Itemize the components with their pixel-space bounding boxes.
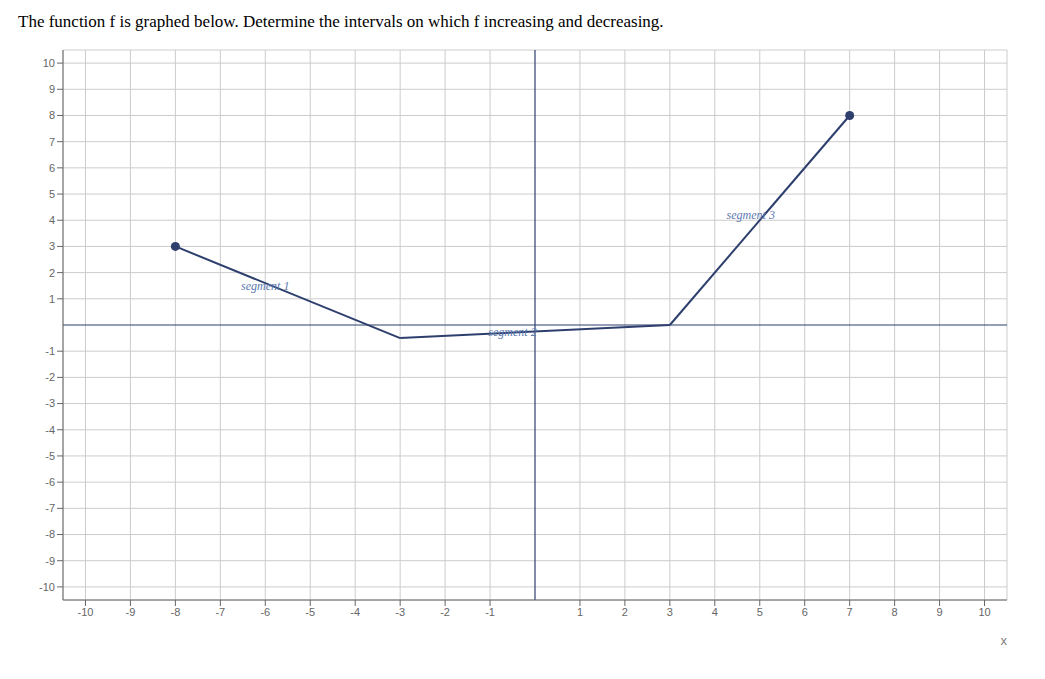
svg-text:1: 1 bbox=[577, 606, 583, 618]
svg-text:-1: -1 bbox=[45, 345, 55, 357]
svg-text:10: 10 bbox=[43, 57, 55, 69]
svg-text:2: 2 bbox=[49, 267, 55, 279]
svg-text:8: 8 bbox=[49, 109, 55, 121]
svg-text:-1: -1 bbox=[485, 606, 495, 618]
svg-text:-9: -9 bbox=[45, 555, 55, 567]
svg-text:-7: -7 bbox=[45, 502, 55, 514]
svg-text:segment 3: segment 3 bbox=[727, 208, 775, 222]
svg-text:3: 3 bbox=[49, 240, 55, 252]
svg-text:-2: -2 bbox=[440, 606, 450, 618]
svg-text:-6: -6 bbox=[260, 606, 270, 618]
svg-text:5: 5 bbox=[757, 606, 763, 618]
svg-text:-4: -4 bbox=[45, 424, 55, 436]
svg-text:-5: -5 bbox=[305, 606, 315, 618]
svg-text:10: 10 bbox=[978, 606, 990, 618]
svg-text:1: 1 bbox=[49, 293, 55, 305]
svg-text:6: 6 bbox=[802, 606, 808, 618]
svg-text:segment 1: segment 1 bbox=[241, 279, 289, 293]
svg-text:x: x bbox=[1001, 633, 1008, 648]
svg-text:-9: -9 bbox=[126, 606, 136, 618]
svg-text:7: 7 bbox=[847, 606, 853, 618]
svg-text:segment 2: segment 2 bbox=[488, 325, 536, 339]
svg-text:3: 3 bbox=[667, 606, 673, 618]
svg-text:9: 9 bbox=[937, 606, 943, 618]
svg-text:-8: -8 bbox=[170, 606, 180, 618]
svg-text:7: 7 bbox=[49, 136, 55, 148]
svg-text:-10: -10 bbox=[39, 581, 55, 593]
svg-text:8: 8 bbox=[892, 606, 898, 618]
svg-text:-5: -5 bbox=[45, 450, 55, 462]
svg-text:4: 4 bbox=[49, 214, 55, 226]
html-text:The function f is graphed belo: The function f is graphed below. Determi… bbox=[18, 12, 664, 31]
svg-text:5: 5 bbox=[49, 188, 55, 200]
svg-text:9: 9 bbox=[49, 83, 55, 95]
svg-text:-7: -7 bbox=[215, 606, 225, 618]
svg-text:4: 4 bbox=[712, 606, 718, 618]
svg-text:2: 2 bbox=[622, 606, 628, 618]
svg-text:6: 6 bbox=[49, 162, 55, 174]
svg-text:-4: -4 bbox=[350, 606, 360, 618]
svg-text:-10: -10 bbox=[78, 606, 94, 618]
svg-text:-6: -6 bbox=[45, 476, 55, 488]
svg-text:-3: -3 bbox=[395, 606, 405, 618]
svg-text:-3: -3 bbox=[45, 397, 55, 409]
svg-text:-2: -2 bbox=[45, 371, 55, 383]
svg-text:-8: -8 bbox=[45, 528, 55, 540]
